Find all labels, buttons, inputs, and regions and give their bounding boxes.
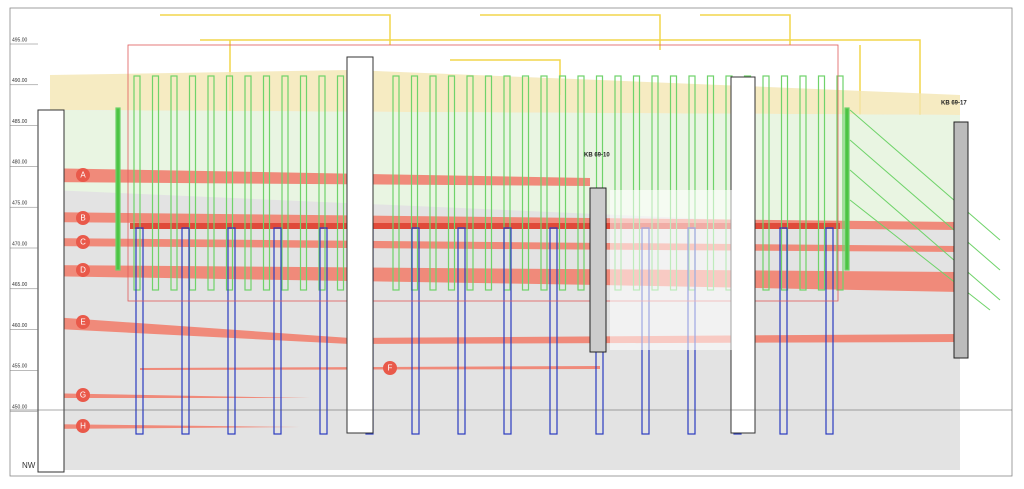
layer-label: H [80,422,86,431]
sheet-pile [780,75,789,291]
direction-label: NW [22,461,36,470]
layer-marker [76,263,90,277]
sheet-pile [133,75,141,291]
borehole-log [953,121,969,359]
sheet-pile [817,75,826,291]
sheet-pile [558,75,567,291]
layer-marker [76,235,90,249]
sheet-pile [762,75,770,291]
sheet-pile [151,75,160,291]
anchors [849,109,1001,311]
sheet-pile [540,75,548,291]
pile [319,227,328,435]
borehole-label: KB 69-10 [584,153,610,159]
layer-label: C [80,238,86,247]
elevation-label: 490.00 [12,78,28,84]
frame [9,7,1013,477]
sheet-pile [115,107,121,271]
sheet-pile [844,107,850,271]
sheet-pile [262,75,271,291]
borehole-column [37,109,65,473]
sheet-pile [207,75,215,291]
sheet-pile [836,75,844,291]
sheet-pile [170,75,178,291]
elevation-label: 480.00 [12,160,28,166]
pile [135,227,144,435]
sheet-pile [577,75,585,291]
elevation-label: 450.00 [12,405,28,411]
elevation-label: 495.00 [12,37,28,43]
pile [779,227,788,435]
sheet-pile [318,75,326,291]
elevation-label: 465.00 [12,282,28,288]
sheet-pile [281,75,289,291]
sheet-pile [799,75,807,291]
sheet-pile [392,75,400,291]
pile [503,227,512,435]
sheet-pile [410,75,419,291]
excavation-outline [127,44,839,302]
borehole-label: KB 69-17 [941,101,967,107]
layer-marker [76,211,90,225]
elevation-label: 455.00 [12,364,28,370]
sheet-pile [336,75,345,291]
sheet-pile [299,75,308,291]
sheet-pile [447,75,456,291]
elevation-label: 485.00 [12,119,28,125]
layer-marker [76,168,90,182]
layer-marker [76,315,90,329]
layer-label: E [80,318,85,327]
sheet-pile [521,75,530,291]
sheet-pile [188,75,197,291]
pile [411,227,420,435]
layer-label: D [80,266,86,275]
layer-marker [76,388,90,402]
elevation-label: 475.00 [12,201,28,207]
layer-label: G [80,391,86,400]
sheet-pile [429,75,437,291]
pile [181,227,190,435]
sheet-pile [484,75,493,291]
borehole-column [346,56,374,434]
borehole-log [589,187,607,353]
log-notes [610,190,735,350]
layer-label: A [80,171,86,180]
sheet-piles [115,75,850,291]
sheet-pile [225,75,234,291]
elevation-label: 460.00 [12,323,28,329]
pile [227,227,236,435]
layer-marker [76,419,90,433]
layer-label: F [388,364,393,373]
pile [825,227,834,435]
sheet-pile [503,75,511,291]
sheet-pile [466,75,474,291]
pile [549,227,558,435]
layer-marker [383,361,397,375]
elevation-label: 470.00 [12,241,28,247]
pile [273,227,282,435]
sheet-pile [244,75,252,291]
layer-label: B [80,214,85,223]
pile [457,227,466,435]
